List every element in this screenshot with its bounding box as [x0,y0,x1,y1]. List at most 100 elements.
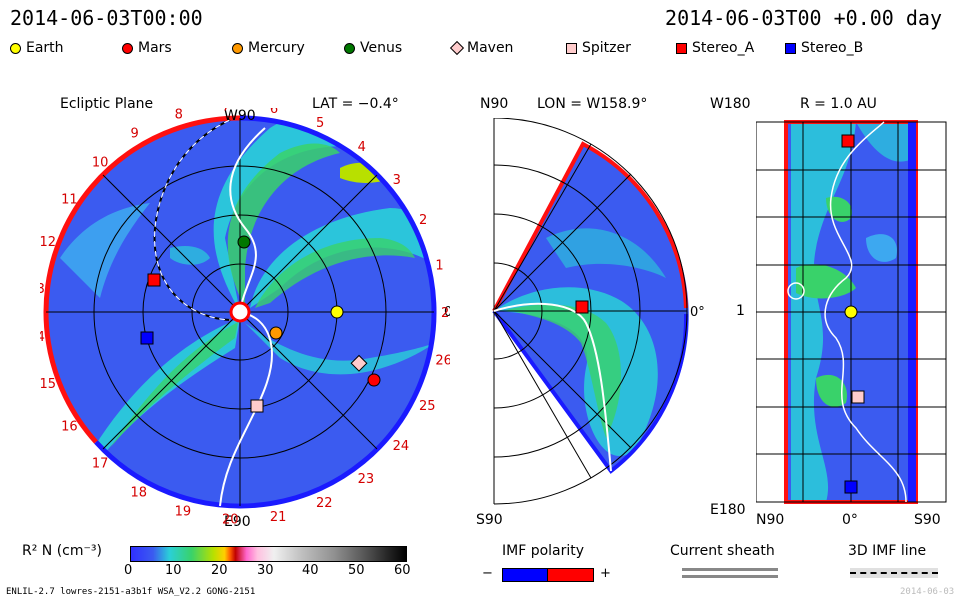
colorbar-label: R² N (cm⁻³) [22,543,102,559]
mars-marker-icon [122,42,133,54]
current-sheath-swatch [682,568,778,571]
day-tick-label: 14 [40,330,45,345]
north-label: N90 [480,96,509,112]
current-sheath-line [219,311,273,507]
zero-deg-label: 0° [842,512,858,528]
day-tick-label: 18 [131,485,148,500]
day-tick-label: 26 [435,354,450,369]
current-sheath-loop [787,282,805,300]
day-tick-label: 17 [92,457,109,472]
day-tick-label: 13 [40,282,45,297]
header-elapsed: 2014-06-03T00 +0.00 day [665,6,942,30]
earth-marker-icon [844,305,858,319]
colorbar-tick: 50 [348,563,365,578]
maven-marker-icon [449,40,465,56]
mars-marker-icon [367,373,381,387]
current-sheath-line [824,121,907,503]
day-tick-label: 8 [175,108,183,123]
day-tick-label: 9 [131,127,139,142]
day-tick-label: 24 [393,439,410,454]
legend-spitzer: Spitzer [566,40,631,56]
stereo-a-marker-icon [147,273,161,287]
object-legend: Earth Mars Mercury Venus Maven Spitzer S… [10,40,950,60]
e90-label: E90 [224,514,251,528]
legend-label: Mars [138,40,172,56]
legend-label: Stereo_A [692,40,755,56]
mid-lon-label: 1 [736,303,745,319]
current-sheath-swatch [682,575,778,578]
slice-grid [493,118,688,505]
n90-label: N90 [756,512,785,528]
legend-label: Maven [467,40,514,56]
day-tick-label: 11 [61,192,78,207]
day-tick-label: 3 [393,173,401,188]
day-tick-label: 22 [316,496,333,511]
slice-rim-negative [492,141,688,312]
stereo-b-marker-icon [785,42,796,54]
colorbar-tick: 20 [211,563,228,578]
mercury-marker-icon [232,42,243,54]
venus-marker-icon [344,42,355,54]
day-tick-label: 16 [61,420,78,435]
day-tick-label: 6 [270,108,278,117]
imf-3d-line [154,119,231,321]
day-tick-label: 23 [358,472,375,487]
legend-stereo-b: Stereo_B [785,40,863,56]
day-tick-label: 10 [92,155,109,170]
header-datetime: 2014-06-03T00:00 [10,6,203,30]
zero-deg-label: 0° [444,305,450,320]
legend-label: Spitzer [582,40,631,56]
longitude-label: LON = W158.9° [537,96,648,112]
sun-marker-icon [229,301,251,323]
ecliptic-plane-map: W90 E90 0° 20212223242526271234567891011… [40,108,450,528]
venus-marker-icon [237,235,251,249]
stereo-a-marker-icon [575,300,589,314]
imf-minus-label: − [482,566,493,581]
day-tick-label: 19 [175,504,192,519]
density-colorbar [130,546,407,562]
day-tick-label: 21 [270,510,287,525]
day-tick-label: 25 [419,399,436,414]
legend-venus: Venus [344,40,402,56]
e180-label: E180 [710,502,746,518]
w90-label: W90 [224,108,256,124]
model-info: ENLIL-2.7 lowres-2151-a3b1f WSA_V2.2 GON… [6,587,256,597]
legend-stereo-a: Stereo_A [676,40,754,56]
footer-date: 2014-06-03 [900,587,955,597]
stereo-b-marker-icon [844,480,858,494]
current-sheath-label: Current sheath [670,543,775,559]
day-tick-label: 7 [222,108,230,114]
day-tick-label: 12 [40,235,56,250]
current-sheath-line [229,127,266,313]
stereo-a-marker-icon [676,42,687,54]
day-tick-label: 1 [435,258,443,273]
imf-3d-dash [850,572,938,574]
imf-rim-negative [43,115,241,444]
spitzer-marker-icon [566,42,577,54]
legend-label: Venus [360,40,403,56]
day-tick-label: 27 [441,306,450,321]
day-tick-label: 20 [222,513,239,528]
w180-label: W180 [710,96,751,112]
mercury-marker-icon [269,326,283,340]
imf-3d-label: 3D IMF line [848,543,927,559]
spitzer-marker-icon [851,390,865,404]
current-sheath-line [493,302,612,472]
legend-label: Earth [26,40,64,56]
imf-polarity-label: IMF polarity [502,543,585,559]
colorbar-tick: 30 [257,563,274,578]
imf-negative-swatch [502,568,549,582]
legend-earth: Earth [10,40,64,56]
maven-marker-icon [350,354,368,372]
legend-mars: Mars [122,40,172,56]
imf-positive-swatch [547,568,594,582]
day-tick-label: 4 [358,140,366,155]
imf-plus-label: + [600,566,611,581]
legend-maven: Maven [449,40,514,56]
latitude-label: LAT = −0.4° [312,96,399,112]
south-label: S90 [476,512,503,528]
meridional-slice-map: 0° [492,118,705,505]
day-tick-label: 5 [316,116,324,131]
earth-marker-icon [330,305,344,319]
colorbar-tick: 10 [165,563,182,578]
